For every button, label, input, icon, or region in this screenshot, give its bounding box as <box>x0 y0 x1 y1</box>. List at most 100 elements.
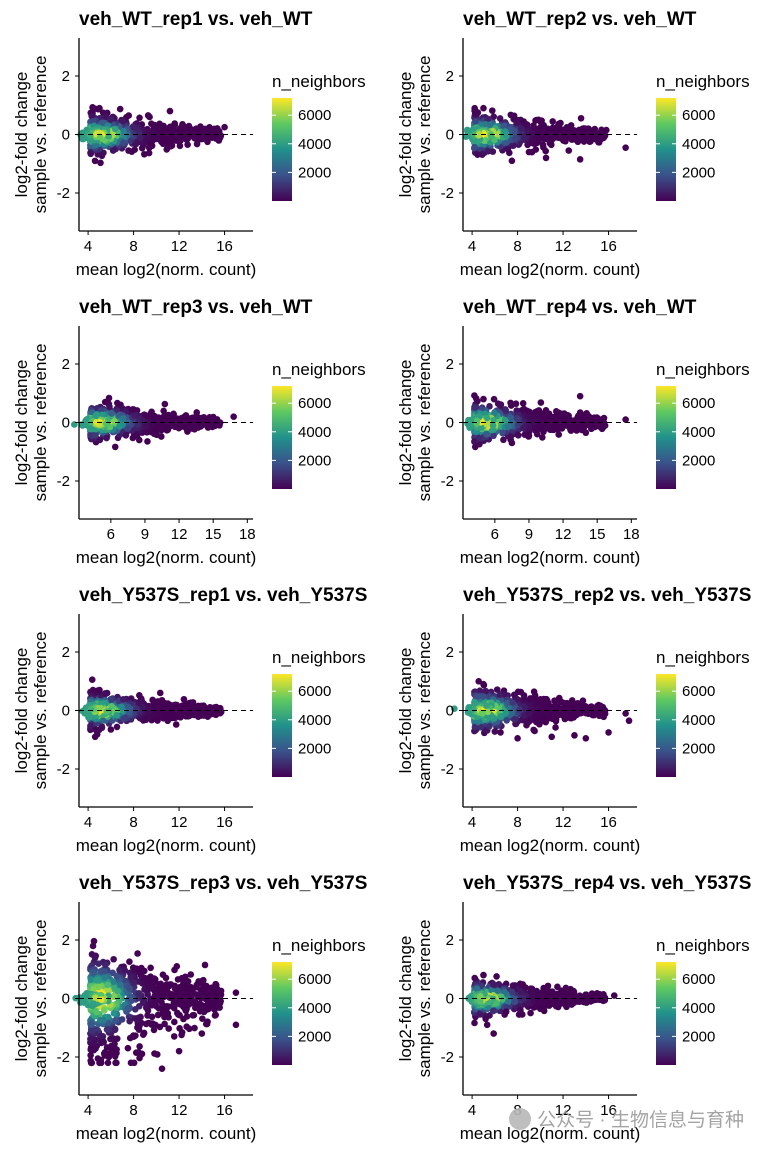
x-tick-label: 4 <box>84 814 92 831</box>
colorbar-tick-label: 2000 <box>682 740 715 757</box>
data-point <box>136 114 143 122</box>
data-point <box>97 159 104 167</box>
x-tick-label: 12 <box>555 526 572 543</box>
outlier-point <box>480 104 487 112</box>
data-point <box>549 715 556 723</box>
data-points <box>462 104 629 165</box>
data-point <box>506 149 513 157</box>
data-point <box>580 130 587 137</box>
y-tick-label: 0 <box>446 703 454 720</box>
outlier-point <box>221 123 228 131</box>
colorbar-tick-label: 4000 <box>298 712 331 729</box>
data-point <box>491 728 499 735</box>
data-point <box>106 403 113 410</box>
data-point <box>187 699 195 706</box>
x-tick-label: 18 <box>623 526 640 543</box>
outlier-point <box>96 686 103 694</box>
data-point <box>482 702 490 710</box>
data-point <box>111 443 119 451</box>
data-point <box>119 414 127 422</box>
outlier-point <box>565 147 573 154</box>
data-point <box>119 696 127 703</box>
colorbar-tick-label: 2000 <box>298 740 331 757</box>
data-point <box>193 409 201 416</box>
outlier-point <box>164 717 172 725</box>
data-point <box>88 676 96 683</box>
chart-title: veh_WT_rep2 vs. veh_WT <box>463 9 697 30</box>
x-axis-label: mean log2(norm. count) <box>460 548 640 567</box>
data-point <box>568 134 575 142</box>
data-point <box>539 141 547 149</box>
data-point <box>83 416 90 424</box>
data-point <box>592 135 599 143</box>
colorbar <box>656 674 676 777</box>
data-point <box>484 708 492 716</box>
chart-title: veh_Y537S_rep2 vs. veh_Y537S <box>463 585 751 606</box>
data-point <box>507 433 515 440</box>
data-point <box>514 431 522 439</box>
data-point <box>148 120 155 127</box>
outlier-point <box>625 717 633 725</box>
data-point <box>161 400 169 408</box>
data-point <box>134 950 141 957</box>
x-tick-label: 12 <box>555 238 572 255</box>
outlier-point <box>209 710 217 717</box>
chart-title: veh_WT_rep4 vs. veh_WT <box>463 297 697 318</box>
data-point <box>142 714 150 722</box>
data-point <box>579 697 587 705</box>
outlier-point <box>147 142 154 150</box>
data-point <box>483 414 491 422</box>
data-point <box>549 705 557 713</box>
data-point <box>543 410 550 418</box>
data-point <box>193 130 201 138</box>
data-point <box>486 403 493 410</box>
y-tick-label: -2 <box>57 473 70 490</box>
data-point <box>499 429 506 436</box>
data-point <box>120 139 127 147</box>
data-point <box>572 702 579 709</box>
data-point <box>555 409 562 416</box>
data-point <box>523 121 530 128</box>
data-point <box>535 134 543 142</box>
data-point <box>486 121 494 128</box>
data-point <box>486 723 493 730</box>
data-point <box>203 127 210 135</box>
data-point <box>97 704 105 712</box>
data-point <box>484 115 492 123</box>
data-point <box>557 125 564 133</box>
outlier-point <box>525 148 533 156</box>
outlier-point <box>622 144 629 151</box>
outlier-point <box>582 429 590 437</box>
data-point <box>504 423 512 430</box>
y-axis-label: log2-fold change sample vs. reference <box>12 344 50 502</box>
outlier-point <box>602 126 610 134</box>
outlier-point <box>204 138 211 146</box>
outlier-point <box>166 107 174 115</box>
data-point <box>158 138 165 145</box>
data-point <box>496 402 504 409</box>
data-point <box>202 419 210 427</box>
colorbar-tick-label: 4000 <box>298 424 331 441</box>
y-tick-label: 2 <box>62 68 70 85</box>
data-point <box>89 686 97 694</box>
outlier-point <box>542 154 550 162</box>
colorbar <box>272 98 292 201</box>
legend-title: n_neighbors <box>656 648 750 667</box>
x-tick-label: 12 <box>171 526 188 543</box>
outlier-point <box>525 432 533 439</box>
data-point <box>180 415 187 423</box>
data-point <box>501 139 509 146</box>
data-point <box>518 125 525 132</box>
colorbar-tick-label: 4000 <box>682 136 715 153</box>
data-point <box>111 418 118 425</box>
data-point <box>577 410 584 418</box>
data-point <box>119 118 126 125</box>
data-point <box>136 692 143 699</box>
data-point <box>507 125 514 133</box>
data-point <box>554 700 562 707</box>
data-point <box>519 399 527 407</box>
data-point <box>92 431 99 439</box>
data-point <box>88 112 96 120</box>
